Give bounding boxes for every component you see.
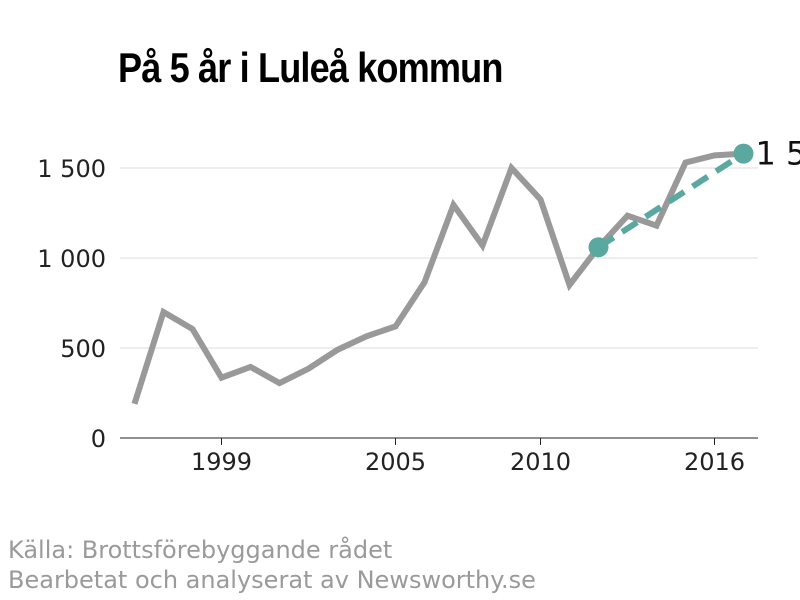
y-tick-label: 1 000 <box>37 245 106 273</box>
trend-end-point <box>733 143 754 164</box>
trend-end-label: 1 58 <box>756 135 800 173</box>
y-tick-label: 1 500 <box>37 155 106 183</box>
x-tick-label: 1999 <box>191 448 252 476</box>
x-tick-label: 2016 <box>684 448 745 476</box>
source-note: Källa: Brottsförebyggande rådet <box>8 536 393 564</box>
trend-line <box>596 151 746 250</box>
trend-start-point <box>588 237 609 258</box>
x-tick-label: 2005 <box>365 448 426 476</box>
series-line-main <box>131 150 744 405</box>
y-tick-label: 0 <box>91 425 106 453</box>
credit-note: Bearbetat och analyserat av Newsworthy.s… <box>8 566 536 594</box>
x-tick-label: 2010 <box>510 448 571 476</box>
chart-title: På 5 år i Luleå kommun <box>118 44 503 91</box>
y-tick-label: 500 <box>60 335 106 363</box>
